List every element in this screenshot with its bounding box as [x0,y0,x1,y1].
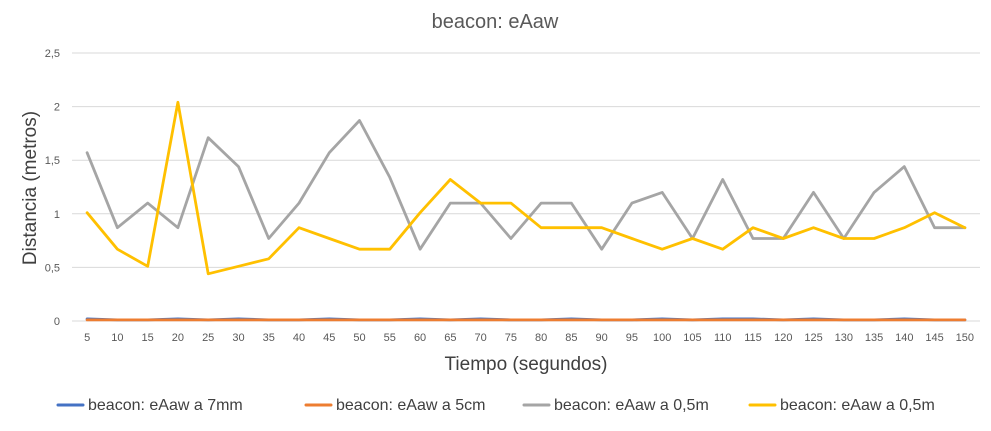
x-tick-label: 145 [925,332,943,344]
x-tick-label: 140 [895,332,913,344]
x-tick-label: 95 [626,332,638,344]
x-tick-label: 70 [474,332,486,344]
y-tick-label: 2 [54,102,60,114]
legend-label: beacon: eAaw a 0,5m [554,397,709,414]
x-tick-label: 135 [865,332,883,344]
legend: beacon: eAaw a 7mm beacon: eAaw a 5cm beac… [56,397,935,414]
x-tick-label: 30 [232,332,244,344]
y-tick-label: 0,5 [45,262,60,274]
legend-label: beacon: eAaw a 5cm [336,397,485,414]
x-axis-ticks: 5 10 15 20 25 30 35 40 45 50 55 60 65 70 75 80 85 90 95 100… [84,332,974,344]
x-tick-label: 10 [111,332,123,344]
series-lines [85,100,967,322]
x-tick-label: 35 [263,332,275,344]
x-tick-label: 15 [142,332,154,344]
gridlines [72,52,980,322]
x-tick-label: 110 [714,332,732,344]
y-axis-title: Distancia (metros) [20,111,41,265]
x-tick-label: 60 [414,332,426,344]
y-tick-label: 1 [54,209,60,221]
legend-item: beacon: eAaw a 7mm [56,397,243,414]
x-tick-label: 80 [535,332,547,344]
x-tick-label: 20 [172,332,184,344]
x-tick-label: 100 [653,332,671,344]
chart-title: beacon: eAaw [432,11,559,33]
legend-item: beacon: eAaw a 0,5m [522,397,709,414]
x-tick-label: 85 [565,332,577,344]
x-tick-label: 45 [323,332,335,344]
series-line-4 [85,100,967,276]
x-tick-label: 115 [744,332,762,344]
x-tick-label: 120 [774,332,792,344]
x-tick-label: 150 [956,332,974,344]
legend-label: beacon: eAaw a 0,5m [780,397,935,414]
legend-item: beacon: eAaw a 5cm [304,397,485,414]
x-axis-title: Tiempo (segundos) [445,354,608,375]
x-tick-label: 130 [835,332,853,344]
x-tick-label: 65 [444,332,456,344]
y-axis-ticks: 0 0,5 1 1,5 2 2,5 [45,48,60,328]
x-tick-label: 75 [505,332,517,344]
legend-item: beacon: eAaw a 0,5m [748,397,935,414]
x-tick-label: 90 [596,332,608,344]
y-tick-label: 1,5 [45,155,60,167]
x-tick-label: 50 [353,332,365,344]
x-tick-label: 5 [84,332,90,344]
x-tick-label: 40 [293,332,305,344]
x-tick-label: 105 [683,332,701,344]
x-tick-label: 55 [384,332,396,344]
series-line-3 [85,119,967,251]
x-tick-label: 25 [202,332,214,344]
y-tick-label: 0 [54,316,60,328]
y-tick-label: 2,5 [45,48,60,60]
x-tick-label: 125 [804,332,822,344]
legend-label: beacon: eAaw a 7mm [88,397,243,414]
